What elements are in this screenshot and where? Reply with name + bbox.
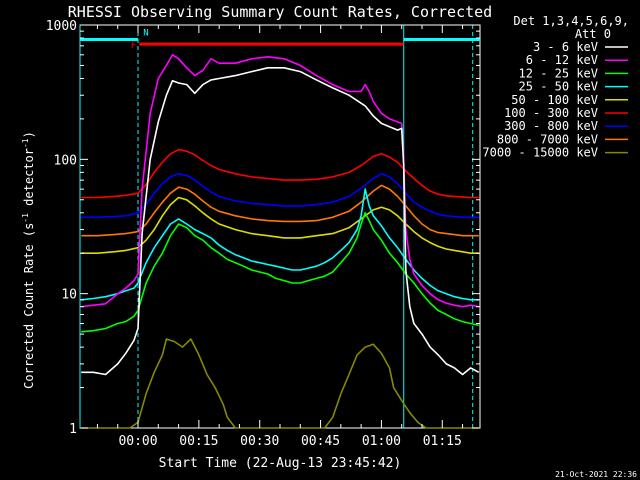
chart-title: RHESSI Observing Summary Count Rates, Co… — [68, 3, 492, 21]
y-axis-label-part2: detector — [22, 148, 36, 213]
x-tick-label: 01:00 — [362, 434, 401, 449]
flag-label: F — [131, 41, 136, 51]
y-tick-label: 10 — [61, 288, 77, 303]
legend-header-attenuator: Att 0 — [575, 27, 611, 41]
series-line — [81, 212, 479, 333]
x-tick-label: 00:45 — [301, 434, 340, 449]
y-axis-label: Corrected Count Rate (s-1 detector-1) — [21, 131, 36, 389]
legend-entry-label: 7000 - 15000 keV — [482, 146, 598, 160]
legend-entry-label: 300 - 800 keV — [504, 119, 598, 133]
x-tick-label: 01:15 — [423, 434, 462, 449]
y-tick-label: 100 — [54, 153, 77, 168]
legend-entry-label: 800 - 7000 keV — [497, 132, 598, 146]
legend-entry-label: 3 - 6 keV — [533, 40, 598, 54]
series-line — [81, 148, 479, 199]
y-axis-label-part3: ) — [22, 131, 36, 138]
legend-entry-label: 50 - 100 keV — [511, 93, 598, 107]
y-axis-label-part1: Corrected Count Rate (s — [22, 223, 36, 389]
series-line — [81, 184, 479, 237]
legend-header-detectors: Det 1,3,4,5,6,9, — [513, 14, 629, 28]
axes: 1 10 100 1000 00:00 00:15 00:30 00:45 01:00 01:15 — [46, 19, 480, 449]
y-tick-label: 1000 — [46, 19, 77, 34]
interval-markers — [79, 25, 474, 428]
series-line — [81, 67, 480, 376]
flag-label: N — [143, 28, 148, 38]
legend-entry-label: 12 - 25 keV — [519, 66, 598, 80]
x-tick-label: 00:00 — [118, 434, 157, 449]
y-tick-label: 1 — [69, 422, 77, 437]
series-line — [81, 53, 479, 308]
series-line — [81, 338, 479, 429]
legend-entry-label: 6 - 12 keV — [526, 53, 598, 67]
legend-entry-label: 100 - 300 keV — [504, 106, 598, 120]
x-axis-label: Start Time (22-Aug-13 23:45:42) — [159, 456, 402, 471]
legend-entry-label: 25 - 50 keV — [519, 80, 598, 94]
flag-bars: FN — [80, 28, 480, 51]
y-axis-label-sup1: -1 — [21, 213, 30, 223]
x-tick-label: 00:15 — [179, 434, 218, 449]
series-line — [81, 196, 479, 254]
x-tick-label: 00:30 — [240, 434, 279, 449]
y-axis-label-sup2: -1 — [21, 138, 30, 148]
generation-timestamp: 21-Oct-2021 22:36 — [555, 470, 637, 479]
series-line — [81, 173, 479, 219]
series-lines — [81, 53, 480, 429]
